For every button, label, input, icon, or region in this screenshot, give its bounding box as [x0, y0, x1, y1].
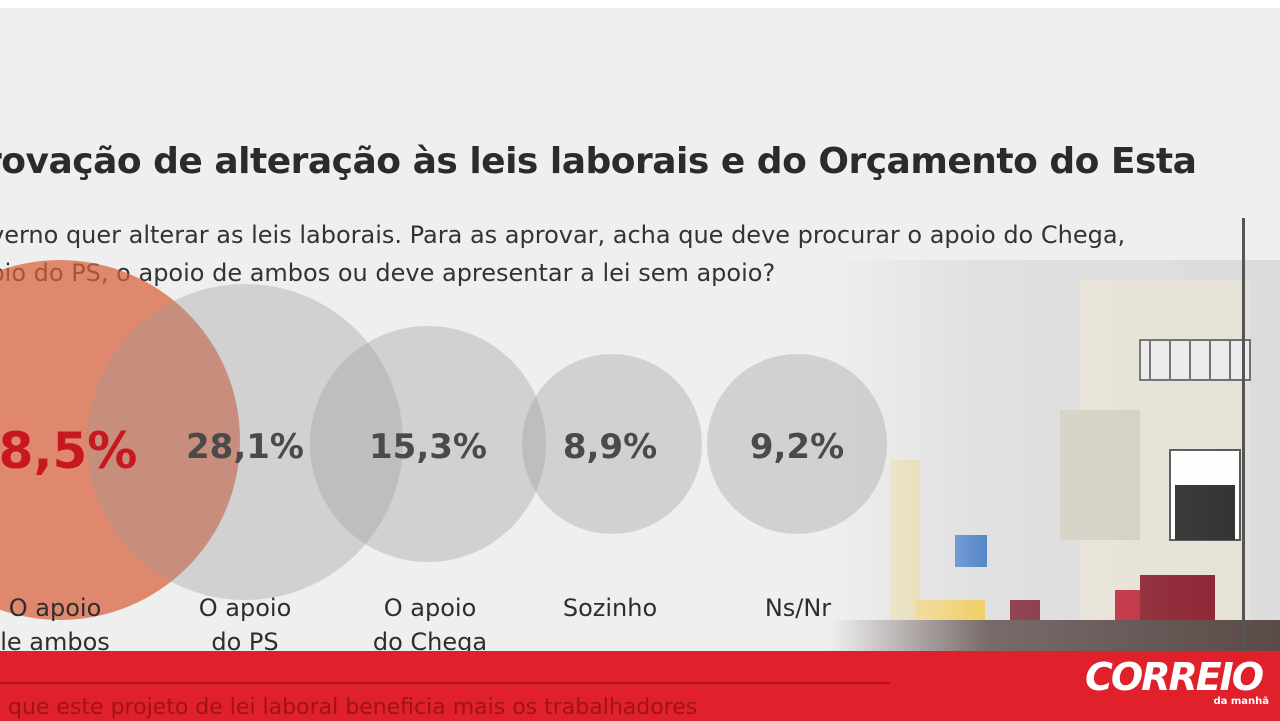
- top-strip: [0, 0, 1280, 8]
- bubble-2: [87, 284, 403, 600]
- survey-question: verno quer alterar as leis laborais. Par…: [0, 216, 1190, 292]
- footer-divider: [0, 682, 890, 684]
- category-label-5-line-1: Ns/Nr: [765, 594, 831, 622]
- bubble-1: [0, 260, 240, 620]
- value-label-2: 28,1%: [186, 427, 304, 467]
- vertical-divider: [1242, 218, 1245, 653]
- logo-subtitle: da manhã: [1213, 696, 1269, 707]
- logo-wordmark: CORREIO: [1085, 655, 1264, 699]
- category-label-2-line-1: O apoio: [199, 594, 292, 622]
- category-label-1-line-1: O apoio: [9, 594, 102, 622]
- bubble-4: [522, 354, 702, 534]
- protest-photo: [830, 260, 1280, 651]
- brand-bar: [0, 651, 1280, 721]
- value-label-1: 8,5%: [0, 422, 137, 480]
- category-label-1-line-2: le ambos: [0, 628, 110, 651]
- question-line-1: verno quer alterar as leis laborais. Par…: [0, 221, 1126, 249]
- value-label-5: 9,2%: [750, 427, 844, 467]
- bubble-3: [310, 326, 546, 562]
- category-label-3-line-1: O apoio: [384, 594, 477, 622]
- correio-logo[interactable]: CORREIO da manhã: [1085, 654, 1273, 707]
- headline: rovação de alteração às leis laborais e …: [0, 141, 1197, 182]
- bubble-chart: 8,5% 28,1% 15,3% 8,9% 9,2% O apoio le ambos O a…: [0, 260, 887, 651]
- value-label-4: 8,9%: [563, 427, 657, 467]
- category-label-4-line-1: Sozinho: [563, 594, 657, 622]
- value-label-3: 15,3%: [369, 427, 487, 467]
- bubble-5: [707, 354, 887, 534]
- category-label-3-line-2: do Chega: [373, 628, 487, 651]
- category-label-2-line-2: do PS: [211, 628, 278, 651]
- footer-teaser: que este projeto de lei laboral benefici…: [8, 695, 698, 720]
